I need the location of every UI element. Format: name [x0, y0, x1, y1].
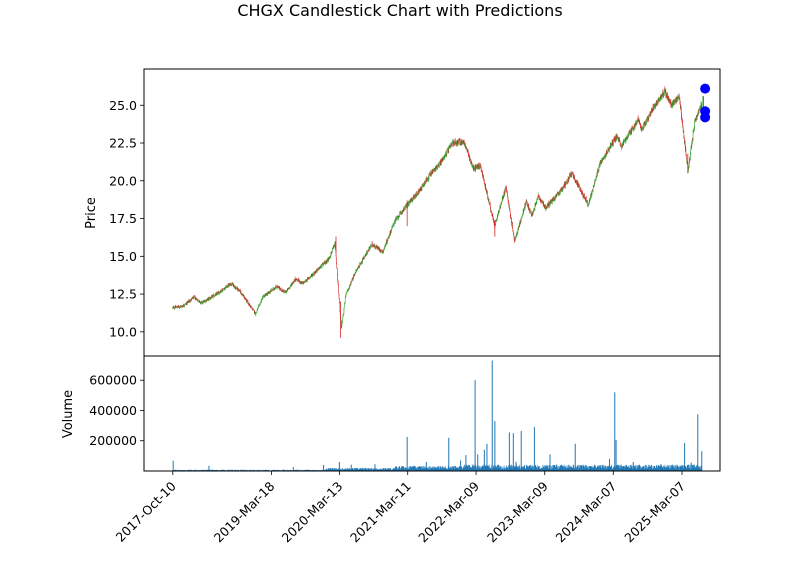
volume-y-label: Volume	[61, 390, 76, 438]
price-candles	[172, 86, 703, 338]
prediction-marker	[700, 112, 711, 123]
price-y-tick-label: 20.0	[109, 173, 137, 188]
volume-bars	[172, 360, 703, 471]
volume-panel: 200000 400000 600000 Volume	[61, 355, 721, 472]
price-y-tick-label: 22.5	[109, 136, 137, 151]
price-y-tick-label: 12.5	[109, 287, 137, 302]
price-y-tick-label: 10.0	[109, 324, 137, 339]
chart-title: CHGX Candlestick Chart with Predictions	[237, 1, 562, 20]
volume-y-tick-label: 400000	[89, 403, 137, 418]
volume-y-tick-label: 200000	[89, 433, 137, 448]
price-y-axis: 10.0 12.5 15.0 17.5 20.0 22.5 25.0	[109, 98, 144, 339]
volume-y-tick-label: 600000	[89, 373, 137, 388]
price-y-label: Price	[84, 197, 99, 229]
price-y-tick-label: 17.5	[109, 211, 137, 226]
price-y-tick-label: 15.0	[109, 249, 137, 264]
prediction-markers	[700, 83, 711, 123]
prediction-marker	[700, 83, 711, 94]
volume-plot-frame	[143, 355, 721, 472]
price-y-tick-label: 25.0	[109, 98, 137, 113]
price-panel: 10.0 12.5 15.0 17.5 20.0 22.5 25.0 Price	[84, 68, 721, 357]
volume-y-axis: 200000 400000 600000	[89, 373, 144, 448]
